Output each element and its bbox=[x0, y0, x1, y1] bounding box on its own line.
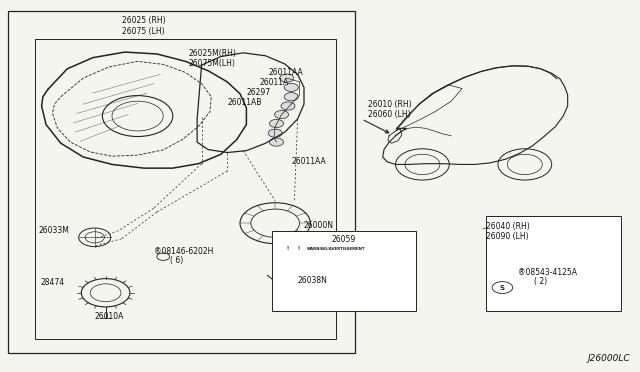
Text: ( 6): ( 6) bbox=[170, 256, 183, 265]
Bar bbox=[272, 231, 416, 311]
Text: ®08146-6202H: ®08146-6202H bbox=[154, 247, 213, 256]
Circle shape bbox=[269, 119, 284, 128]
Text: 26010 (RH): 26010 (RH) bbox=[368, 100, 412, 109]
Circle shape bbox=[284, 93, 298, 101]
Text: 26060 (LH): 26060 (LH) bbox=[368, 110, 411, 119]
Text: 26025M(RH): 26025M(RH) bbox=[189, 49, 237, 58]
Circle shape bbox=[281, 102, 295, 110]
Text: S: S bbox=[500, 285, 505, 291]
Text: 26038N: 26038N bbox=[298, 276, 328, 285]
Text: 26011A: 26011A bbox=[259, 78, 289, 87]
Bar bbox=[287, 286, 312, 298]
Text: !: ! bbox=[286, 247, 289, 251]
Bar bbox=[35, 39, 336, 339]
Text: 26010A: 26010A bbox=[95, 312, 124, 321]
Text: WARNING/AVERTISSEMENT: WARNING/AVERTISSEMENT bbox=[307, 247, 365, 251]
Text: 26000N: 26000N bbox=[304, 221, 334, 230]
Bar bbox=[486, 216, 621, 311]
Text: 26011AB: 26011AB bbox=[227, 98, 262, 107]
Text: 26040 (RH): 26040 (RH) bbox=[486, 222, 530, 231]
Text: 26090 (LH): 26090 (LH) bbox=[486, 232, 529, 241]
Text: ®08543-4125A: ®08543-4125A bbox=[518, 268, 577, 277]
Text: 26075M(LH): 26075M(LH) bbox=[189, 60, 236, 68]
Text: 26011AA: 26011AA bbox=[291, 157, 326, 166]
Text: 26011AA: 26011AA bbox=[269, 68, 303, 77]
Circle shape bbox=[280, 74, 294, 82]
Text: 26025 (RH): 26025 (RH) bbox=[122, 16, 165, 25]
Text: 28474: 28474 bbox=[40, 278, 65, 287]
Text: 26059: 26059 bbox=[332, 235, 356, 244]
Text: 26297: 26297 bbox=[246, 88, 271, 97]
Text: ( 2): ( 2) bbox=[534, 277, 548, 286]
Text: 26033M: 26033M bbox=[38, 226, 69, 235]
Text: J26000LC: J26000LC bbox=[588, 354, 630, 363]
Circle shape bbox=[269, 138, 284, 146]
Text: !: ! bbox=[298, 247, 300, 251]
Text: 26075 (LH): 26075 (LH) bbox=[122, 27, 164, 36]
Circle shape bbox=[275, 110, 289, 119]
Circle shape bbox=[284, 83, 298, 92]
Circle shape bbox=[268, 129, 282, 137]
Bar bbox=[8, 11, 355, 353]
